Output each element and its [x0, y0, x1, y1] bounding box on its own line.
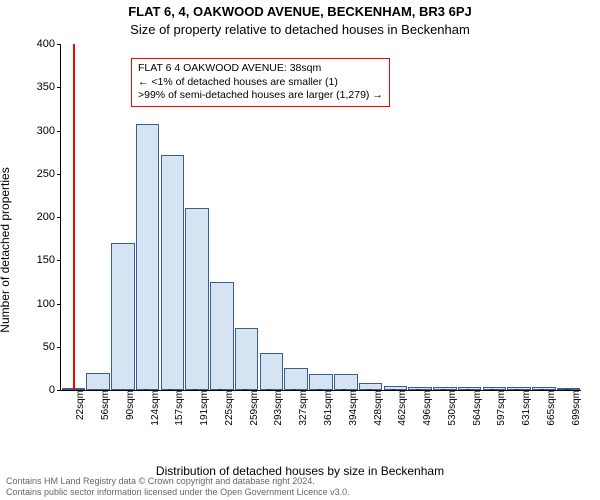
- x-tick: 564sqm: [466, 390, 483, 426]
- footer-line1: Contains HM Land Registry data © Crown c…: [6, 476, 350, 487]
- footer-line2: Contains public sector information licen…: [6, 487, 350, 498]
- x-tick: 428sqm: [367, 390, 384, 426]
- annotation-line: FLAT 6 4 OAKWOOD AVENUE: 38sqm: [138, 62, 383, 76]
- chart-title-line1: FLAT 6, 4, OAKWOOD AVENUE, BECKENHAM, BR…: [0, 4, 600, 19]
- y-tick: 400: [37, 38, 61, 50]
- x-tick: 327sqm: [292, 390, 309, 426]
- plot-area: 05010015020025030035040022sqm56sqm90sqm1…: [60, 44, 581, 391]
- histogram-bar: [334, 374, 358, 390]
- footer-attribution: Contains HM Land Registry data © Crown c…: [6, 476, 350, 498]
- histogram-bar: [260, 353, 284, 390]
- y-tick: 200: [37, 211, 61, 223]
- figure: FLAT 6, 4, OAKWOOD AVENUE, BECKENHAM, BR…: [0, 0, 600, 500]
- y-tick: 350: [37, 81, 61, 93]
- annotation-line: ← <1% of detached houses are smaller (1): [138, 76, 383, 90]
- x-tick: 394sqm: [342, 390, 359, 426]
- y-tick: 300: [37, 125, 61, 137]
- histogram-bar: [210, 282, 234, 390]
- x-tick: 496sqm: [416, 390, 433, 426]
- x-tick: 361sqm: [317, 390, 334, 426]
- x-tick: 665sqm: [540, 390, 557, 426]
- histogram-bar: [111, 243, 135, 390]
- y-tick: 0: [49, 384, 61, 396]
- histogram-bar: [284, 368, 308, 390]
- y-tick: 150: [37, 254, 61, 266]
- x-tick: 462sqm: [391, 390, 408, 426]
- reference-line: [73, 44, 75, 390]
- y-tick: 100: [37, 298, 61, 310]
- x-tick: 157sqm: [168, 390, 185, 426]
- x-tick: 530sqm: [441, 390, 458, 426]
- x-tick: 699sqm: [565, 390, 582, 426]
- histogram-bar: [86, 373, 110, 390]
- x-tick: 124sqm: [144, 390, 161, 426]
- y-axis-label: Number of detached properties: [0, 100, 12, 400]
- x-tick: 225sqm: [218, 390, 235, 426]
- annotation-line: >99% of semi-detached houses are larger …: [138, 89, 383, 103]
- x-tick: 56sqm: [94, 390, 111, 420]
- x-tick: 90sqm: [119, 390, 136, 420]
- y-tick: 50: [43, 341, 61, 353]
- x-tick: 293sqm: [267, 390, 284, 426]
- histogram-bar: [309, 374, 333, 390]
- x-tick: 259sqm: [243, 390, 260, 426]
- x-tick: 631sqm: [515, 390, 532, 426]
- histogram-bar: [235, 328, 259, 390]
- x-tick: 191sqm: [193, 390, 210, 426]
- histogram-bar: [359, 383, 383, 390]
- chart-title-line2: Size of property relative to detached ho…: [0, 22, 600, 37]
- x-tick: 597sqm: [490, 390, 507, 426]
- histogram-bar: [185, 208, 209, 390]
- y-tick: 250: [37, 168, 61, 180]
- histogram-bar: [161, 155, 185, 390]
- annotation-box: FLAT 6 4 OAKWOOD AVENUE: 38sqm← <1% of d…: [131, 58, 390, 107]
- histogram-bar: [136, 124, 160, 390]
- x-tick: 22sqm: [69, 390, 86, 420]
